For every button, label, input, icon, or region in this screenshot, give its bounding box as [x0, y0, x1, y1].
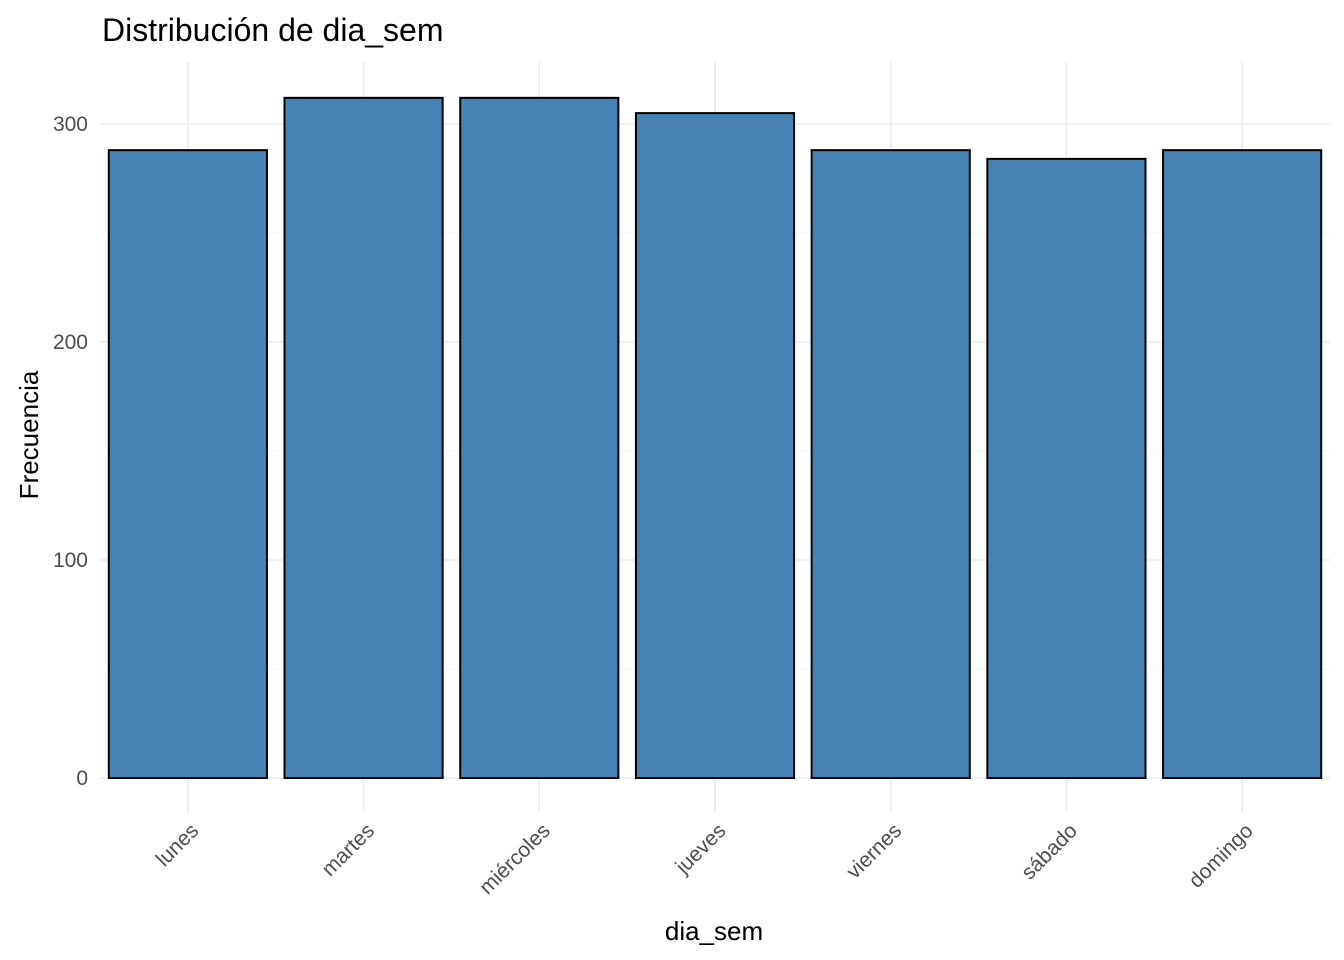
x-axis-title: dia_sem — [665, 916, 763, 946]
bar-viernes — [810, 149, 971, 780]
x-tick-label: viernes — [842, 819, 906, 883]
x-tick-label: miércoles — [475, 819, 555, 899]
y-tick-label: 300 — [53, 113, 88, 136]
x-tick-label: domingo — [1184, 819, 1257, 892]
y-tick-label: 100 — [53, 549, 88, 572]
y-tick-label: 200 — [53, 331, 88, 354]
bar-martes — [283, 96, 444, 779]
bar-sábado — [986, 157, 1147, 779]
y-axis-title: Frecuencia — [14, 370, 44, 499]
y-tick-label: 0 — [76, 767, 88, 790]
x-tick-label: martes — [317, 819, 379, 881]
bar-miércoles — [459, 96, 620, 779]
bar-domingo — [1162, 149, 1323, 780]
bars — [107, 96, 1323, 780]
bar-jueves — [634, 112, 796, 780]
chart-title: Distribución de dia_sem — [102, 12, 444, 48]
x-tick-label: lunes — [152, 819, 204, 871]
bar-lunes — [107, 149, 268, 780]
x-axis-ticks: lunes martes miércoles jueves viernes sábado d… — [152, 819, 1258, 899]
y-axis-ticks: 0 100 200 300 — [53, 113, 88, 790]
x-tick-label: jueves — [671, 819, 731, 879]
x-tick-label: sábado — [1017, 819, 1082, 884]
